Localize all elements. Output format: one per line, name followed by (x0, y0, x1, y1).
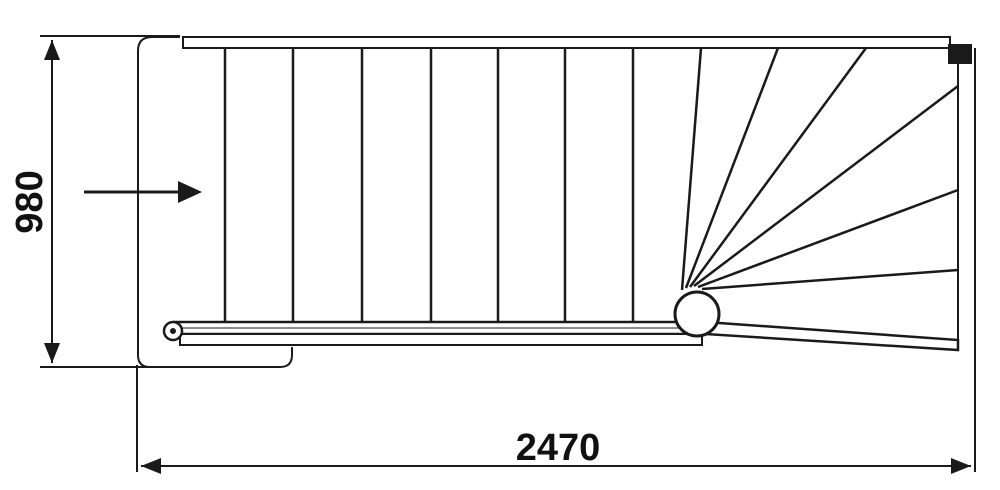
depth-label: 980 (9, 170, 51, 233)
newel-post-icon (673, 290, 721, 338)
depth-dimension (40, 35, 180, 368)
width-dimension (136, 80, 976, 474)
winder-line (688, 47, 868, 288)
straight-treads (223, 48, 635, 322)
corner-post-icon (948, 44, 972, 64)
winder-line (701, 268, 959, 291)
landing-outline (137, 36, 293, 368)
winder-line (697, 188, 959, 289)
winder-treads (680, 47, 959, 291)
winder-line (680, 47, 703, 291)
handrail-end-cap-inner (170, 328, 176, 334)
width-label: 2470 (516, 427, 601, 469)
top-stringer (182, 36, 951, 49)
bottom-handrail (166, 320, 703, 346)
winder-line (693, 85, 959, 287)
right-wall (957, 48, 976, 350)
winder-stringer (703, 320, 960, 352)
arrow-right-icon (84, 181, 202, 203)
winder-line (684, 47, 780, 289)
